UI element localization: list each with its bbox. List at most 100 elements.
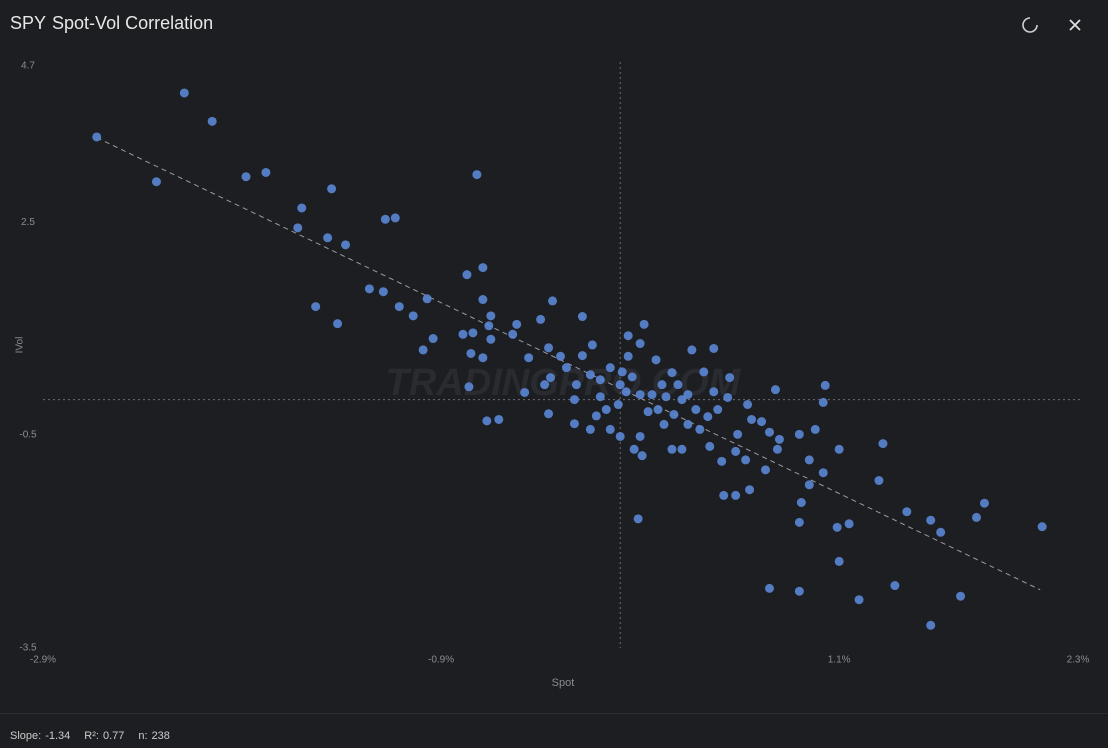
point [546, 373, 556, 383]
point [571, 380, 581, 390]
point [764, 583, 774, 593]
n-label: n: [138, 730, 148, 742]
point [508, 329, 518, 339]
point [621, 387, 631, 397]
point [605, 363, 615, 373]
point [677, 395, 687, 405]
point [810, 424, 820, 434]
y-axis-label: IVol [15, 337, 26, 354]
point [709, 387, 719, 397]
point [556, 351, 565, 361]
point [691, 405, 701, 415]
close-button[interactable] [1064, 14, 1086, 36]
point [466, 348, 476, 358]
point [635, 431, 645, 441]
title: Spot-Vol Correlation [52, 13, 214, 33]
point [341, 240, 351, 250]
point [472, 170, 482, 180]
point [794, 429, 804, 439]
point [725, 373, 735, 383]
point [601, 405, 611, 415]
point [902, 507, 912, 517]
point [651, 355, 661, 365]
y-tick-label: 2.5 [21, 217, 35, 228]
point [683, 419, 693, 429]
point [804, 480, 814, 490]
point [844, 519, 854, 529]
point [512, 319, 522, 329]
point [595, 375, 605, 385]
point [297, 203, 307, 213]
point [669, 409, 679, 419]
point [615, 380, 625, 390]
point [659, 419, 669, 429]
point [643, 407, 653, 417]
point [717, 456, 727, 466]
x-tick-label: -2.9% [30, 655, 56, 666]
point [723, 392, 733, 402]
header: SPY Spot-Vol Correlation [10, 13, 219, 34]
point [623, 351, 633, 361]
point [794, 517, 804, 527]
point [673, 380, 683, 390]
point [796, 498, 806, 507]
point [323, 233, 333, 243]
chart: TRADINGPRO.COM Spot IVol 4.72.5-0.5-3.5-… [15, 61, 1090, 689]
r2: 0.77 [102, 730, 125, 742]
refresh-button[interactable] [1019, 14, 1041, 36]
point [151, 177, 161, 187]
point [261, 167, 271, 177]
point [390, 213, 400, 223]
point [878, 439, 888, 449]
point [585, 370, 595, 380]
point [585, 424, 595, 434]
point [478, 263, 488, 273]
point [615, 431, 625, 441]
point [635, 339, 645, 349]
point [770, 385, 780, 395]
point [520, 387, 530, 397]
point [478, 353, 488, 363]
point [378, 287, 388, 297]
point [333, 319, 343, 329]
point [484, 321, 494, 331]
divider [0, 713, 1108, 714]
point [464, 382, 474, 392]
point [591, 411, 601, 421]
point [794, 586, 804, 596]
point [629, 444, 639, 454]
point [709, 343, 719, 353]
point [394, 302, 404, 312]
point [741, 455, 751, 465]
point [772, 444, 782, 454]
point [482, 416, 492, 426]
x-axis-label: Spot [552, 677, 575, 689]
point [703, 412, 713, 422]
point [832, 522, 842, 532]
point [695, 424, 705, 434]
r2-label: R²: [84, 730, 99, 742]
point [544, 343, 554, 353]
point [422, 294, 432, 304]
y-tick-label: -0.5 [19, 430, 37, 441]
stats: Slope: -1.34 R²: 0.77 n: 238 [10, 730, 174, 742]
point [818, 468, 828, 478]
point [536, 314, 546, 324]
point [364, 284, 374, 294]
point [639, 319, 649, 329]
point [661, 392, 671, 402]
point [926, 620, 936, 630]
point [494, 414, 504, 424]
point [627, 372, 637, 382]
point [818, 397, 828, 407]
point [774, 434, 784, 444]
point [408, 311, 418, 321]
point [486, 334, 496, 344]
point [633, 514, 643, 524]
point [687, 345, 697, 355]
point [834, 444, 844, 454]
point [637, 451, 647, 461]
point [179, 88, 189, 98]
slope-label: Slope: [10, 730, 42, 742]
